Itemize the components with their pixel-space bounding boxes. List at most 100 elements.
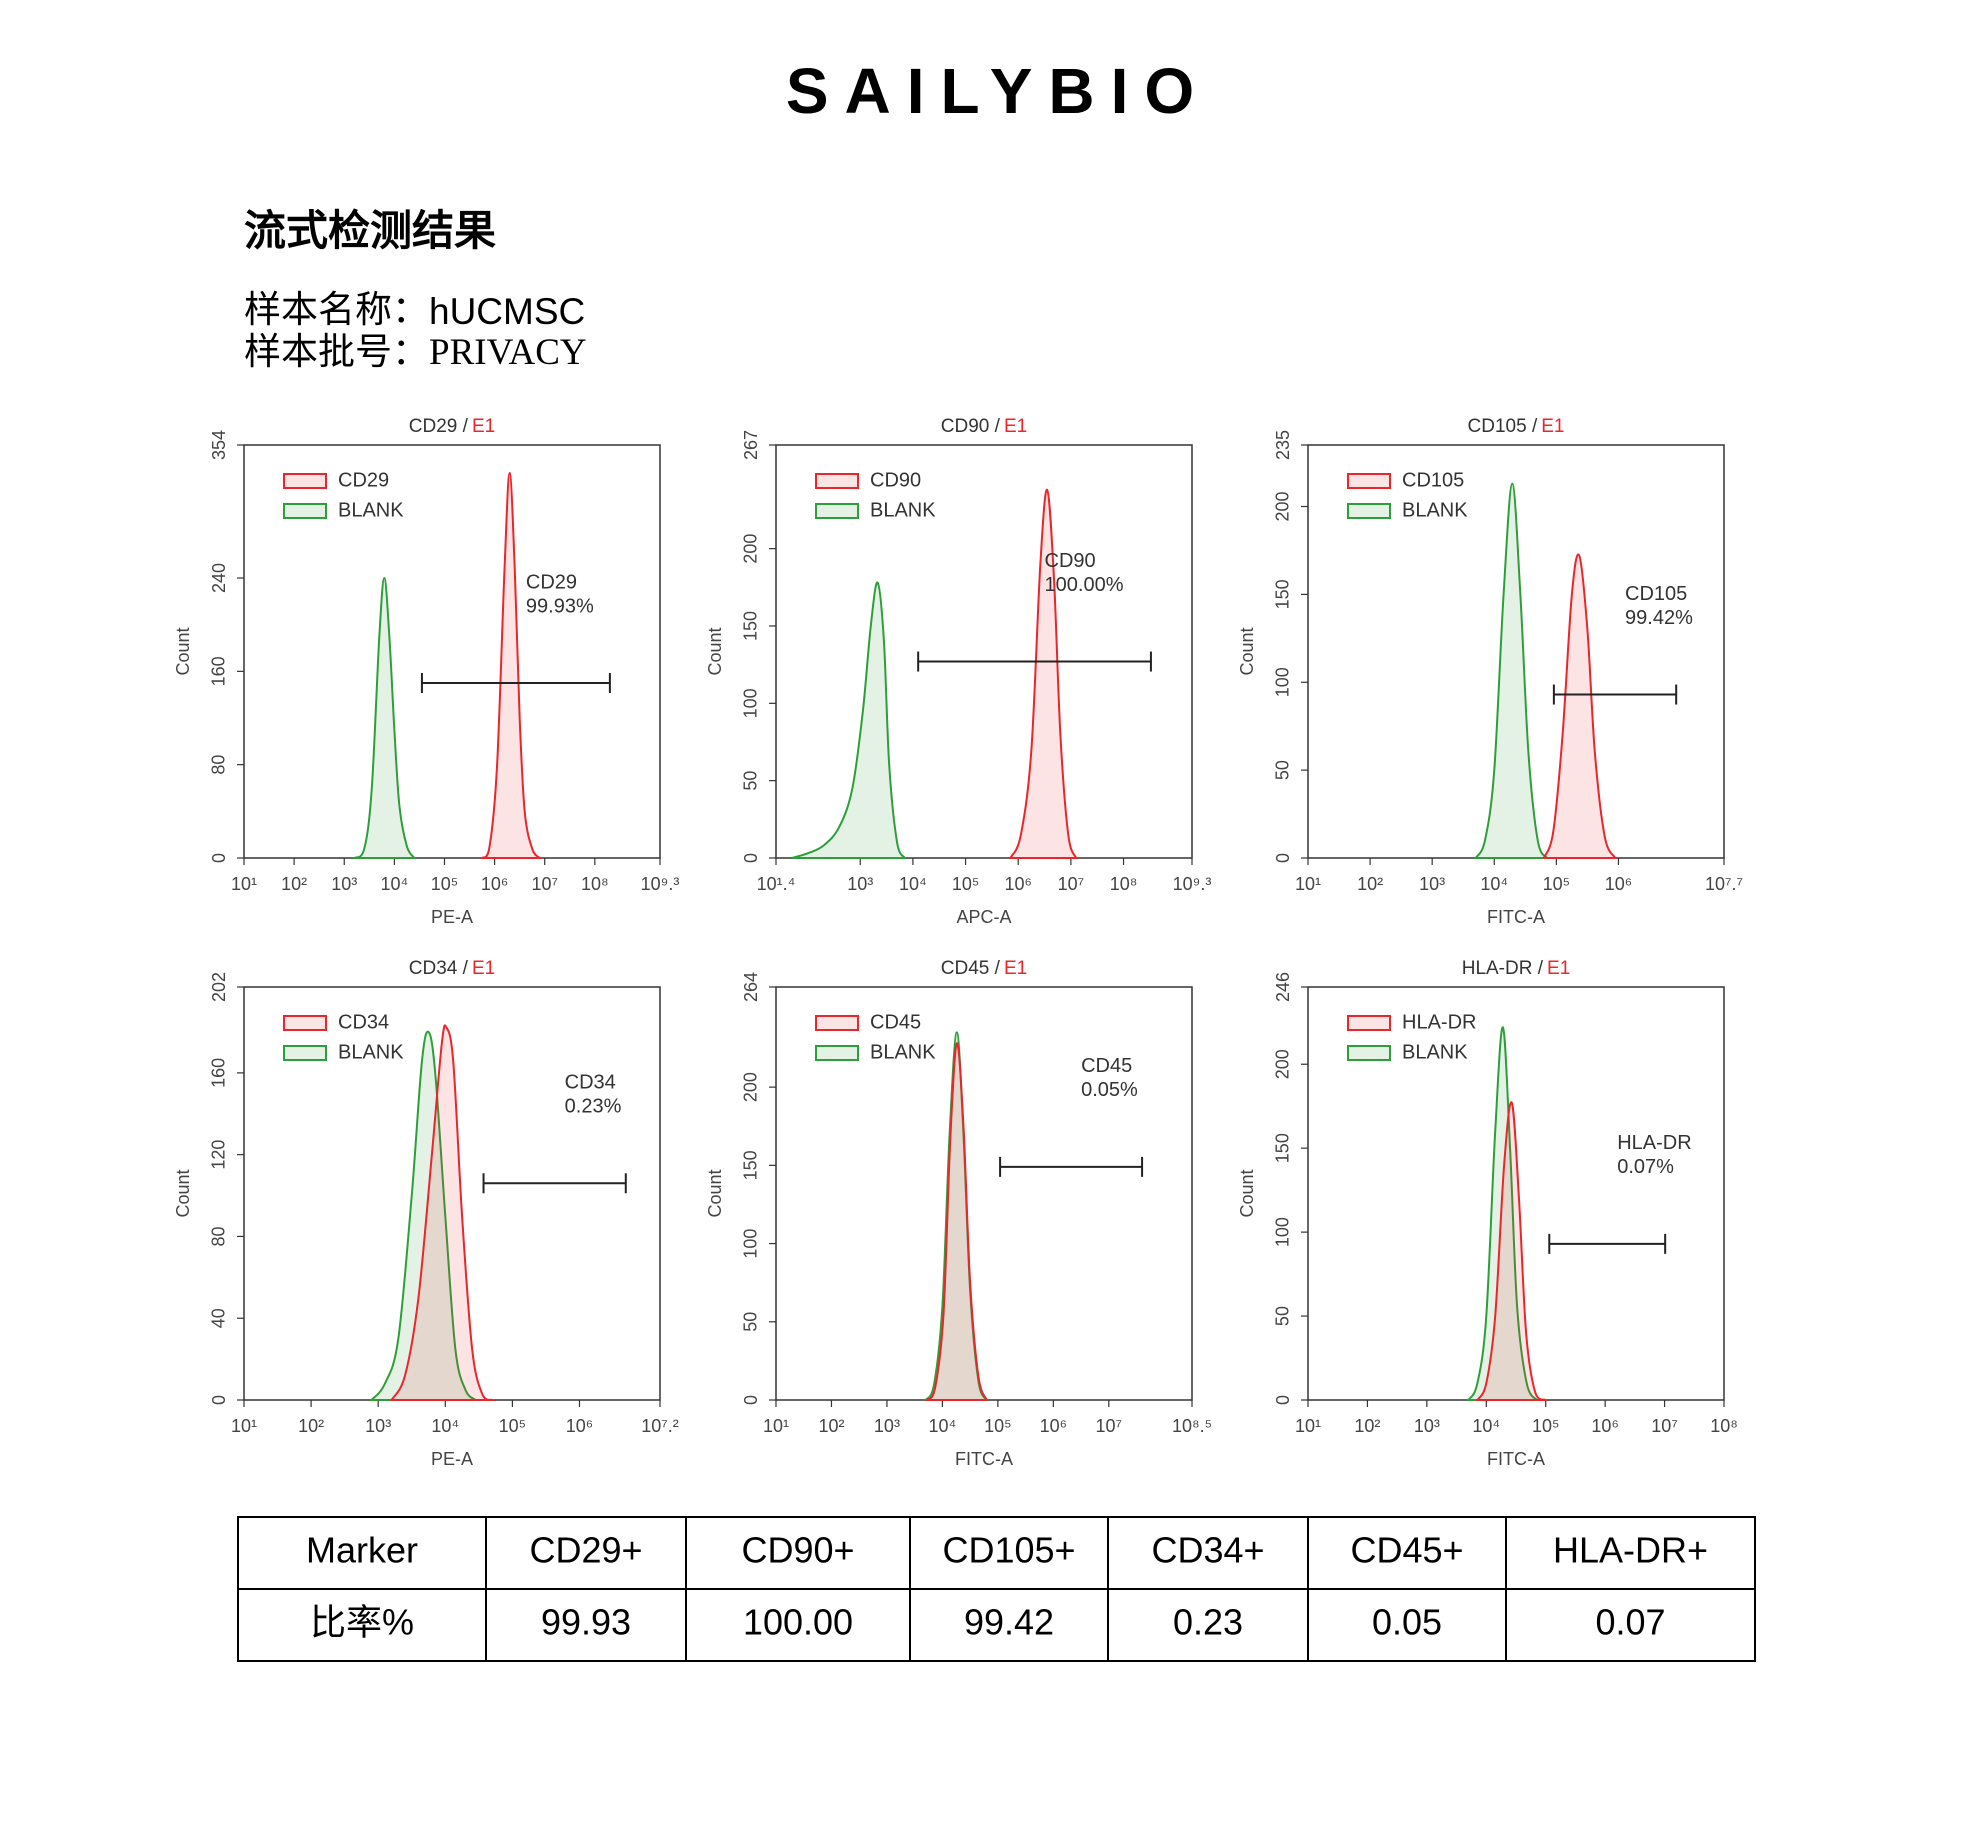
legend-label: CD45 bbox=[870, 1011, 921, 1033]
y-tick-label: 100 bbox=[741, 688, 761, 718]
table-cell bbox=[1505, 1516, 1756, 1590]
x-tick-label: 10⁶ bbox=[1005, 874, 1032, 894]
legend-swatch bbox=[815, 473, 859, 489]
table-cell bbox=[1107, 1588, 1309, 1662]
y-tick-label: 100 bbox=[1273, 667, 1293, 697]
sample-label: 样本批号： bbox=[244, 331, 429, 373]
y-tick-label: 160 bbox=[209, 656, 229, 686]
x-tick-label: 10⁵ bbox=[431, 874, 458, 894]
legend-label: CD34 bbox=[338, 1011, 389, 1033]
table-cell bbox=[1505, 1588, 1756, 1662]
table-cell bbox=[909, 1588, 1109, 1662]
table-cell bbox=[685, 1516, 911, 1590]
y-tick-label: 267 bbox=[741, 430, 761, 460]
y-tick-label: 80 bbox=[209, 1226, 229, 1246]
x-axis-label: PE-A bbox=[431, 907, 473, 927]
x-tick-label: 10⁶ bbox=[566, 1416, 593, 1436]
y-tick-label: 150 bbox=[741, 611, 761, 641]
x-axis-label: PE-A bbox=[431, 1449, 473, 1469]
table-header: HLA-DR+ bbox=[1553, 1530, 1708, 1571]
x-tick-label: 10¹.⁴ bbox=[757, 874, 796, 894]
y-tick-label: 50 bbox=[1273, 1306, 1293, 1326]
result-table: Marker CD29+ CD90+ CD105+ CD34+ CD45+ HLA-DR+ 比… bbox=[237, 1516, 1756, 1662]
legend-label: CD105 bbox=[1402, 469, 1464, 491]
table-value: 0.05 bbox=[1372, 1602, 1442, 1643]
section-title: 流式检测结果 bbox=[244, 207, 496, 254]
y-tick-label: 80 bbox=[209, 755, 229, 775]
legend-swatch bbox=[1347, 1015, 1391, 1031]
y-tick-label: 50 bbox=[1273, 760, 1293, 780]
x-tick-label: 10⁶ bbox=[1040, 1416, 1067, 1436]
x-axis-label: FITC-A bbox=[1487, 907, 1545, 927]
table-value: 0.23 bbox=[1173, 1602, 1243, 1643]
gate-percent: 99.93% bbox=[526, 595, 594, 617]
x-tick-label: 10² bbox=[818, 1416, 844, 1436]
x-tick-label: 10⁵ bbox=[1543, 874, 1570, 894]
x-tick-label: 10³ bbox=[365, 1416, 391, 1436]
brand-title: SAILYBIO bbox=[786, 55, 1210, 127]
x-tick-label: 10¹ bbox=[763, 1416, 789, 1436]
table-header: CD45+ bbox=[1350, 1530, 1463, 1571]
x-tick-label: 10⁵ bbox=[952, 874, 979, 894]
x-tick-label: 10⁵ bbox=[499, 1416, 526, 1436]
x-tick-label: 10² bbox=[1357, 874, 1383, 894]
gate-name: E1 bbox=[1541, 416, 1564, 437]
gate-label: CD45 bbox=[1081, 1055, 1132, 1077]
histogram-area bbox=[369, 1030, 478, 1401]
chart-title: HLA-DR / E1 bbox=[1462, 958, 1571, 979]
gate-name: E1 bbox=[1547, 958, 1570, 979]
histogram-area bbox=[925, 1042, 989, 1401]
x-tick-label: 10⁷.² bbox=[641, 1416, 679, 1436]
gate-label: HLA-DR bbox=[1617, 1132, 1691, 1154]
x-tick-label: 10⁸ bbox=[1710, 1416, 1738, 1436]
y-tick-label: 200 bbox=[1273, 491, 1293, 521]
chart-title: CD45 /E1 bbox=[941, 958, 1027, 979]
histogram-area bbox=[1475, 1101, 1549, 1401]
x-tick-label: 10⁹.³ bbox=[1173, 874, 1212, 894]
legend-swatch bbox=[1347, 473, 1391, 489]
table-cell bbox=[1307, 1588, 1507, 1662]
histogram-chart: CD45 /E1 0 50 100 150 200 264 10¹ 10² 10³ 10⁴ 10⁵ 10… bbox=[705, 958, 1212, 1469]
sample-value: hUCMSC bbox=[429, 291, 585, 332]
chart-title-text: CD29 / bbox=[409, 416, 469, 437]
y-tick-label: 50 bbox=[741, 1312, 761, 1332]
y-axis-label: Count bbox=[1237, 627, 1257, 675]
x-tick-label: 10⁶ bbox=[1591, 1416, 1618, 1436]
histogram-area bbox=[351, 576, 417, 859]
gate-name: E1 bbox=[472, 958, 495, 979]
legend-label: BLANK bbox=[870, 499, 936, 521]
x-tick-label: 10⁸ bbox=[1110, 874, 1138, 894]
y-tick-label: 40 bbox=[209, 1308, 229, 1328]
histogram-area bbox=[1008, 488, 1078, 859]
y-tick-label: 0 bbox=[1273, 853, 1293, 863]
legend-label: CD90 bbox=[870, 469, 921, 491]
y-tick-label: 235 bbox=[1273, 430, 1293, 460]
x-tick-label: 10³ bbox=[874, 1416, 900, 1436]
histogram-chart: CD34 /E1 0 40 80 120 160 202 10¹ 10² 10³ 10⁴ 10⁵ 10⁶… bbox=[173, 958, 679, 1469]
legend-swatch bbox=[283, 473, 327, 489]
table-value: 比率% bbox=[310, 1602, 414, 1643]
y-axis-label: Count bbox=[173, 627, 193, 675]
gate-percent: 0.05% bbox=[1081, 1079, 1138, 1101]
legend-label: BLANK bbox=[338, 499, 404, 521]
x-tick-label: 10⁹.³ bbox=[641, 874, 680, 894]
x-tick-label: 10¹ bbox=[231, 1416, 257, 1436]
histogram-area bbox=[1466, 1026, 1539, 1401]
y-tick-label: 50 bbox=[741, 771, 761, 791]
table-cell bbox=[485, 1588, 687, 1662]
y-tick-label: 200 bbox=[1273, 1049, 1293, 1079]
histogram-area bbox=[1542, 553, 1617, 859]
x-axis-label: APC-A bbox=[956, 907, 1011, 927]
x-tick-label: 10³ bbox=[1419, 874, 1445, 894]
gate-name: E1 bbox=[1004, 958, 1027, 979]
y-tick-label: 202 bbox=[209, 972, 229, 1002]
histogram-chart: CD105 /E1 0 50 100 150 200 235 10¹ 10² 10³ 10⁴ 10⁵ 1… bbox=[1237, 416, 1743, 927]
gate-label: CD105 bbox=[1625, 583, 1687, 605]
table-header: CD105+ bbox=[942, 1530, 1075, 1571]
x-tick-label: 10¹ bbox=[231, 874, 257, 894]
x-tick-label: 10⁸.⁵ bbox=[1172, 1416, 1212, 1436]
y-axis-label: Count bbox=[173, 1169, 193, 1217]
x-tick-label: 10⁴ bbox=[899, 874, 927, 894]
x-tick-label: 10⁴ bbox=[1472, 1416, 1500, 1436]
y-tick-label: 100 bbox=[741, 1229, 761, 1259]
